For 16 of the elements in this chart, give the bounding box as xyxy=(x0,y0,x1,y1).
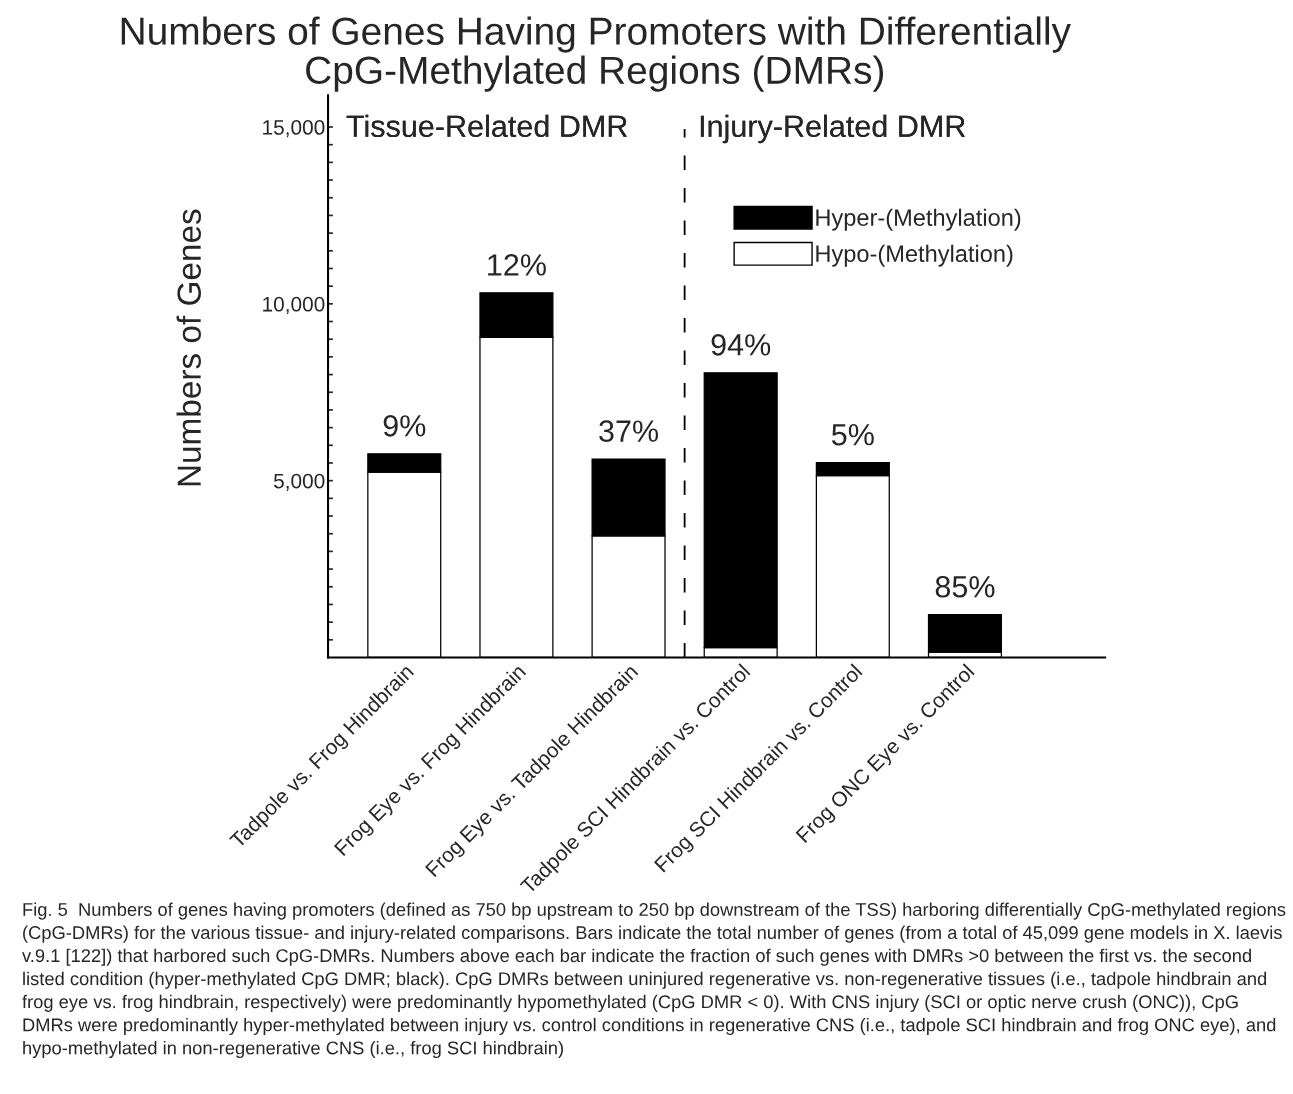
annotation: 85% xyxy=(935,575,995,598)
annotation: 94% xyxy=(711,334,771,356)
annotation: Injury-Related DMR xyxy=(700,114,965,144)
legend-label: Hypo-(Methylation) xyxy=(816,244,1013,267)
annotation: 9% xyxy=(383,415,426,437)
annotation: Tissue-Related DMR xyxy=(346,114,627,138)
annotation: 12% xyxy=(488,254,546,276)
chart-title: Numbers of Genes Having Promoters with Differentially CpG-Methylated Regions (DMRs) xyxy=(121,16,1071,92)
y-axis-title: Numbers of Genes xyxy=(176,209,201,486)
y-tick-label: 15,000 xyxy=(263,120,325,138)
caption: Fig. 5 Numbers of genes having promoters (defined as 750 bp upstream to 250 bp downstream of the TSS) harboring differentially CpG-methylated regions (CpG-DMRs) for the various tissue- and injury-related comparisons. Bars indicate the total number of genes (from a total of 45,099 gene models in X. laevis v.9.1 [122]) that harbored such CpG-DMRs. Numbers above each bar indicate the fraction of such genes with DMRs >0 between the first vs. the second listed condition (hyper-methylated CpG DMR; black). CpG DMRs between uninjured regenerative vs. non-regenerative tissues (i.e., tadpole hindbrain and frog eye vs. frog hindbrain, respectively) were predominantly hypomethylated (CpG DMR < 0). With CNS injury (SCI or optic nerve crush (ONC)), CpG DMRs were predominantly hyper-methylated between injury vs. control conditions in regenerative CNS (i.e., tadpole SCI hindbrain and frog ONC eye), and hypo-methylated in non-regenerative CNS (i.e., frog SCI hindbrain) xyxy=(22,902,1286,1059)
annotation: 37% xyxy=(599,420,659,442)
legend-label: Hyper-(Methylation) xyxy=(816,208,1021,231)
y-tick-label: 5,000 xyxy=(273,473,325,491)
annotation: 5% xyxy=(831,423,874,446)
y-tick-label: 10,000 xyxy=(263,296,325,315)
